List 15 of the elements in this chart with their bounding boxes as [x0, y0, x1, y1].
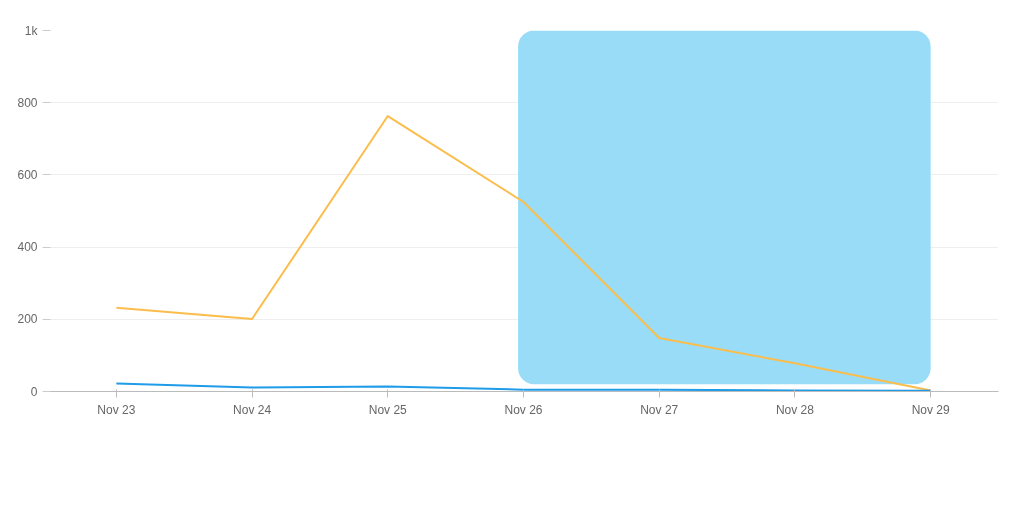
- x-tick-label: Nov 23: [97, 402, 136, 417]
- line-series: [115, 115, 932, 392]
- x-tick-label: Nov 25: [368, 402, 408, 417]
- line-series: [115, 382, 932, 392]
- y-tick-label: 0: [30, 384, 38, 399]
- x-tick-label: Nov 28: [775, 402, 815, 417]
- x-tick-label: Nov 24: [233, 402, 272, 417]
- x-tick-label: Nov 26: [504, 402, 543, 417]
- y-tick-label: 200: [17, 312, 38, 327]
- y-tick-label: 400: [17, 240, 38, 255]
- y-tick-label: 800: [17, 95, 38, 110]
- x-tick-label: Nov 27: [640, 402, 679, 417]
- y-tick-label: 1k: [24, 23, 39, 38]
- x-tick-label: Nov 29: [911, 402, 950, 417]
- y-tick-label: 600: [17, 167, 38, 182]
